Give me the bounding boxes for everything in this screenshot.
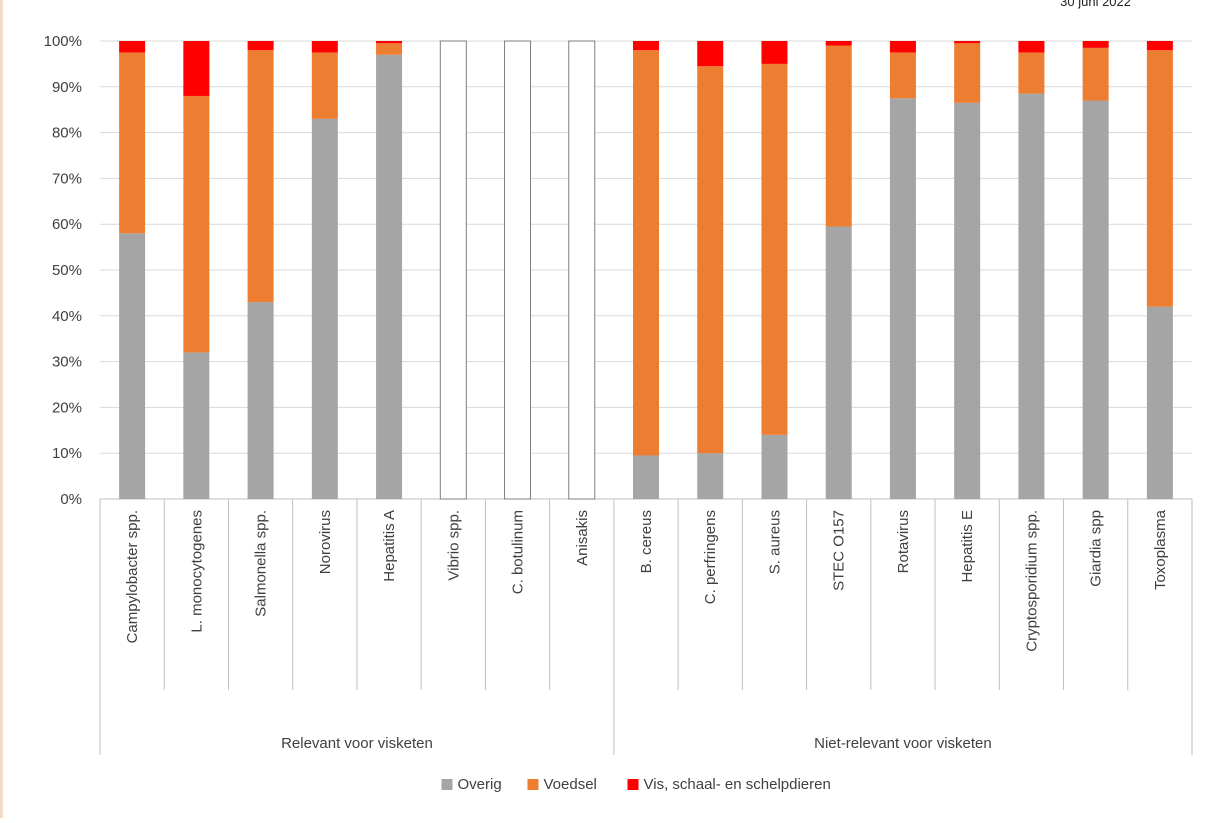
bar-segment-vis — [183, 41, 209, 96]
legend-swatch — [528, 779, 539, 790]
legend: Overig Voedsel Vis, schaal- en schelpdiere… — [442, 776, 831, 793]
bar-segment-voedsel — [1018, 52, 1044, 93]
bar-segment-vis — [119, 41, 145, 52]
bar-segment-voedsel — [954, 43, 980, 103]
y-tick-label: 100% — [44, 33, 82, 50]
x-category-label: L. monocytogenes — [188, 510, 205, 633]
y-tick-label: 40% — [52, 308, 82, 325]
bar-segment-voedsel — [633, 50, 659, 455]
bar-segment-voedsel — [1147, 50, 1173, 306]
bar-segment-overig — [312, 119, 338, 499]
x-category-label: Salmonella spp. — [253, 510, 270, 617]
bar-segment-voedsel — [826, 46, 852, 227]
bar-segment-overig — [248, 302, 274, 499]
x-axis: Campylobacter spp. L. monocytogenes Salmon… — [100, 499, 1192, 755]
bar-empty — [569, 41, 595, 499]
bar-segment-overig — [954, 103, 980, 499]
bar-segment-overig — [1083, 101, 1109, 499]
group-label: Relevant voor visketen — [281, 735, 433, 752]
bar-segment-overig — [183, 352, 209, 499]
bar-segment-voedsel — [248, 50, 274, 302]
bar-segment-voedsel — [697, 66, 723, 453]
y-tick-label: 10% — [52, 445, 82, 462]
x-category-label: Giardia spp — [1088, 510, 1105, 587]
y-tick-label: 50% — [52, 262, 82, 279]
bar-segment-voedsel — [376, 43, 402, 54]
x-category-label: S. aureus — [766, 510, 783, 574]
bar-segment-vis — [633, 41, 659, 50]
y-axis-ticks: 0% 10% 20% 30% 40% 50% 60% 70% 80% 90% 100% — [44, 33, 82, 508]
bar-segment-vis — [697, 41, 723, 66]
bar-segment-overig — [697, 453, 723, 499]
x-category-label: C. botulinum — [510, 510, 527, 594]
bar-segment-overig — [633, 455, 659, 499]
bar-segment-vis — [312, 41, 338, 52]
bar-empty — [505, 41, 531, 499]
y-tick-label: 60% — [52, 216, 82, 233]
bar-segment-voedsel — [890, 52, 916, 98]
y-tick-label: 70% — [52, 170, 82, 187]
bar-segment-overig — [1018, 94, 1044, 499]
x-category-label: Toxoplasma — [1152, 509, 1169, 590]
bar-segment-vis — [1018, 41, 1044, 52]
bar-empty — [440, 41, 466, 499]
x-category-label: Hepatitis E — [959, 510, 976, 583]
x-category-label: Vibrio spp. — [445, 510, 462, 581]
bar-segment-voedsel — [761, 64, 787, 435]
legend-label: Vis, schaal- en schelpdieren — [644, 776, 831, 793]
bar-segment-voedsel — [1083, 48, 1109, 101]
bar-segment-overig — [826, 226, 852, 499]
bar-segment-vis — [890, 41, 916, 52]
bar-segment-overig — [1147, 307, 1173, 499]
bar-segment-overig — [761, 435, 787, 499]
bar-segment-overig — [376, 55, 402, 499]
bar-segment-overig — [119, 233, 145, 499]
x-category-label: B. cereus — [638, 510, 655, 573]
group-label: Niet-relevant voor visketen — [814, 735, 992, 752]
y-tick-label: 20% — [52, 399, 82, 416]
bar-segment-vis — [761, 41, 787, 64]
document-date: 30 juni 2022 — [1060, 0, 1131, 9]
bar-segment-vis — [376, 41, 402, 43]
legend-label: Voedsel — [544, 776, 597, 793]
bar-segment-vis — [954, 41, 980, 43]
bar-segment-voedsel — [312, 52, 338, 118]
x-category-label: Campylobacter spp. — [124, 510, 141, 643]
page-border — [0, 0, 3, 818]
bar-segment-vis — [1147, 41, 1173, 50]
bar-segment-vis — [248, 41, 274, 50]
bar-segment-voedsel — [119, 52, 145, 233]
x-category-label: Cryptosporidium spp. — [1023, 510, 1040, 652]
x-category-label: STEC O157 — [831, 510, 848, 591]
bar-segment-vis — [1083, 41, 1109, 48]
bar-segment-overig — [890, 98, 916, 499]
legend-label: Overig — [458, 776, 502, 793]
y-tick-label: 90% — [52, 79, 82, 96]
y-tick-label: 80% — [52, 125, 82, 142]
x-category-label: C. perfringens — [702, 510, 719, 604]
x-category-label: Rotavirus — [895, 510, 912, 573]
y-tick-label: 0% — [60, 491, 82, 508]
x-category-label: Hepatitis A — [381, 510, 398, 582]
y-tick-label: 30% — [52, 354, 82, 371]
bar-segment-vis — [826, 41, 852, 46]
legend-swatch — [442, 779, 453, 790]
legend-swatch — [628, 779, 639, 790]
bar-segment-voedsel — [183, 96, 209, 352]
x-category-label: Norovirus — [317, 510, 334, 574]
x-category-label: Anisakis — [574, 510, 591, 566]
